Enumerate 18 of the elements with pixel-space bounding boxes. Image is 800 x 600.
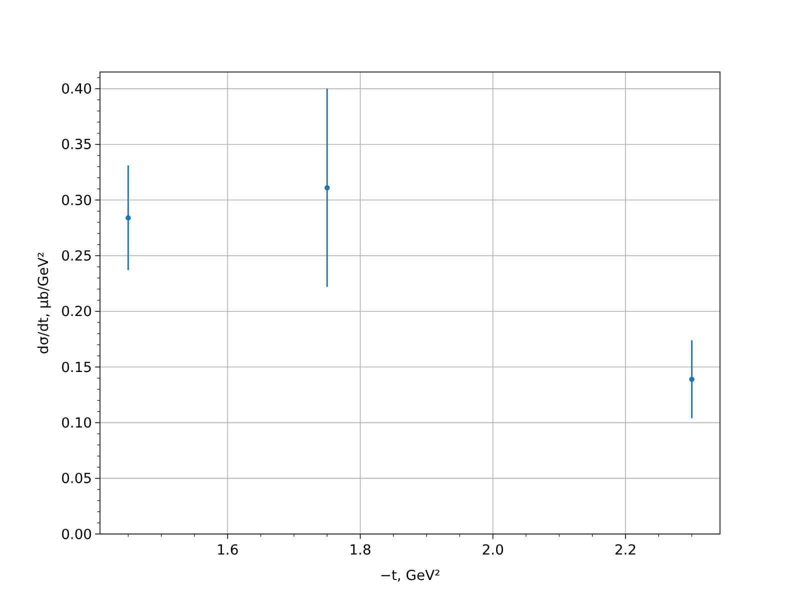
y-tick-label: 0.20 — [61, 304, 92, 320]
point — [126, 215, 131, 220]
y-tick-label: 0.05 — [61, 471, 92, 488]
y-tick-label: 0.15 — [61, 360, 92, 376]
y-tick-label: 0.00 — [61, 526, 92, 543]
x-tick-label: 1.6 — [216, 542, 239, 559]
y-tick-label: 0.25 — [61, 248, 92, 265]
x-tick-label: 2.0 — [482, 542, 504, 559]
y-tick-label: 0.10 — [61, 416, 92, 432]
x-axis-title: −t, GeV² — [380, 568, 440, 584]
y-tick-label: 0.30 — [61, 192, 92, 209]
y-tick-label: 0.35 — [61, 137, 92, 154]
x-tick-label: 1.8 — [349, 542, 372, 559]
y-axis-title: dσ/dt, μb/GeV² — [36, 252, 52, 354]
x-tick-label: 2.2 — [614, 542, 637, 559]
point — [324, 185, 330, 190]
y-tick-label: 0.40 — [61, 82, 92, 98]
point — [689, 376, 694, 382]
